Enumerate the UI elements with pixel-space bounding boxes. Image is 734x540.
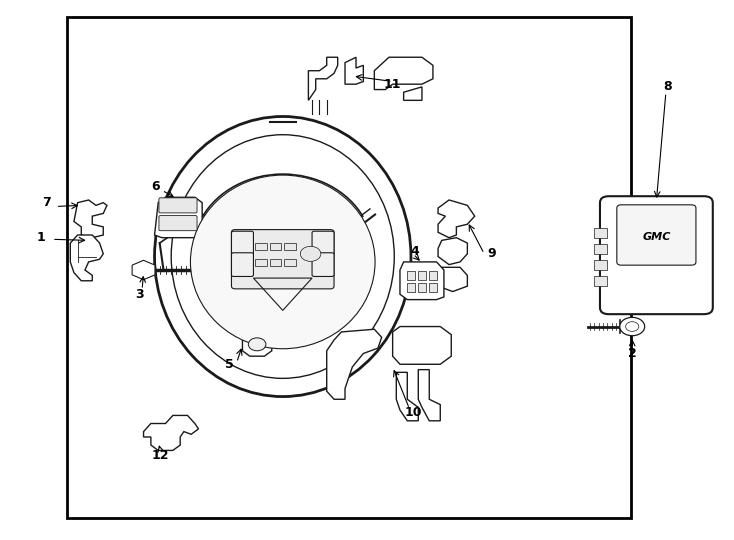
- Polygon shape: [74, 200, 107, 238]
- Bar: [407, 271, 415, 280]
- FancyBboxPatch shape: [231, 231, 253, 255]
- Polygon shape: [374, 57, 433, 90]
- Bar: [418, 271, 426, 280]
- Polygon shape: [242, 329, 272, 356]
- Polygon shape: [308, 57, 338, 100]
- Text: GMC: GMC: [642, 232, 671, 241]
- FancyBboxPatch shape: [594, 244, 607, 254]
- Bar: [269, 259, 281, 266]
- Text: 5: 5: [225, 358, 233, 371]
- Circle shape: [619, 318, 644, 336]
- Text: 9: 9: [487, 247, 496, 260]
- Bar: [418, 283, 426, 292]
- Polygon shape: [418, 370, 440, 421]
- Ellipse shape: [171, 134, 394, 379]
- Bar: [429, 283, 437, 292]
- Polygon shape: [438, 200, 475, 238]
- Bar: [407, 283, 415, 292]
- Ellipse shape: [190, 175, 375, 349]
- Polygon shape: [438, 267, 468, 292]
- FancyBboxPatch shape: [231, 253, 253, 276]
- Circle shape: [248, 338, 266, 351]
- Polygon shape: [345, 57, 363, 84]
- Text: 11: 11: [384, 78, 401, 91]
- FancyBboxPatch shape: [159, 198, 197, 213]
- Text: 12: 12: [152, 449, 169, 462]
- Polygon shape: [144, 415, 198, 450]
- Polygon shape: [132, 260, 155, 280]
- Bar: [429, 271, 437, 280]
- Bar: [255, 259, 266, 266]
- Text: 3: 3: [136, 288, 144, 301]
- FancyBboxPatch shape: [312, 231, 334, 255]
- Polygon shape: [155, 197, 202, 238]
- Text: 4: 4: [410, 245, 419, 258]
- Text: 6: 6: [152, 180, 160, 193]
- FancyBboxPatch shape: [231, 230, 334, 289]
- Polygon shape: [438, 238, 468, 265]
- Polygon shape: [404, 87, 422, 100]
- Bar: [284, 242, 296, 250]
- Polygon shape: [327, 329, 382, 399]
- Bar: [284, 259, 296, 266]
- FancyBboxPatch shape: [594, 228, 607, 238]
- FancyBboxPatch shape: [312, 253, 334, 276]
- FancyBboxPatch shape: [594, 260, 607, 270]
- FancyBboxPatch shape: [600, 196, 713, 314]
- Text: 7: 7: [43, 196, 51, 209]
- Bar: [269, 242, 281, 250]
- Ellipse shape: [155, 117, 411, 396]
- Circle shape: [300, 246, 321, 261]
- Text: 1: 1: [37, 231, 46, 244]
- Polygon shape: [400, 262, 444, 300]
- FancyBboxPatch shape: [594, 276, 607, 286]
- Bar: [255, 242, 266, 250]
- Polygon shape: [393, 327, 451, 364]
- Text: 2: 2: [628, 347, 636, 360]
- FancyBboxPatch shape: [617, 205, 696, 265]
- Polygon shape: [396, 373, 418, 421]
- FancyBboxPatch shape: [159, 215, 197, 231]
- Text: 8: 8: [663, 80, 672, 93]
- Text: 10: 10: [404, 406, 422, 419]
- Polygon shape: [70, 235, 103, 281]
